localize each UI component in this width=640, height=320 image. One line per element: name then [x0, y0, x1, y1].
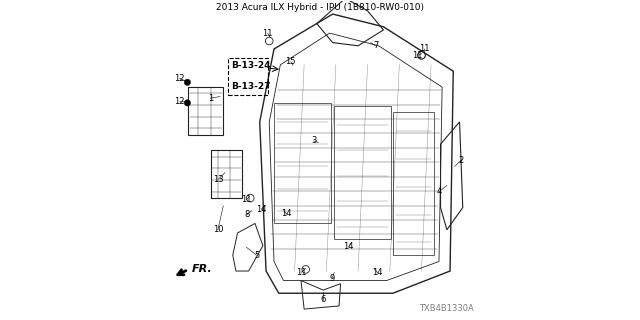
Text: B-13-27: B-13-27 — [231, 82, 271, 91]
Bar — [334, 106, 392, 239]
Text: 10: 10 — [212, 225, 223, 234]
Text: 3: 3 — [311, 136, 316, 146]
Text: FR.: FR. — [191, 264, 212, 274]
Text: 11: 11 — [419, 44, 430, 53]
Text: 14: 14 — [372, 268, 383, 277]
Text: 11: 11 — [262, 28, 273, 38]
Text: 14: 14 — [256, 205, 267, 214]
Text: 14: 14 — [282, 209, 292, 219]
Text: 4: 4 — [436, 187, 442, 196]
Text: 1: 1 — [208, 94, 213, 103]
Bar — [393, 112, 434, 255]
Bar — [274, 103, 331, 223]
Text: 12: 12 — [175, 74, 185, 83]
Text: 7: 7 — [373, 41, 378, 50]
Bar — [188, 87, 223, 135]
Text: 5: 5 — [254, 251, 259, 260]
Text: 11: 11 — [241, 195, 252, 204]
Text: 11: 11 — [296, 268, 306, 277]
Circle shape — [184, 100, 191, 106]
Text: 13: 13 — [213, 174, 224, 184]
Text: 11: 11 — [412, 51, 423, 60]
Text: 2013 Acura ILX Hybrid - IPU (1B810-RW0-010): 2013 Acura ILX Hybrid - IPU (1B810-RW0-0… — [216, 3, 424, 12]
Text: 14: 14 — [343, 242, 354, 251]
Text: 15: 15 — [285, 57, 296, 66]
Bar — [211, 150, 243, 198]
Text: TXB4B1330A: TXB4B1330A — [419, 304, 474, 313]
Text: 8: 8 — [244, 210, 250, 219]
Text: 2: 2 — [458, 156, 464, 164]
Text: B-13-24: B-13-24 — [231, 61, 271, 70]
Text: 9: 9 — [330, 274, 335, 283]
Text: 6: 6 — [321, 295, 326, 304]
Text: 12: 12 — [175, 97, 185, 106]
Circle shape — [184, 79, 191, 85]
